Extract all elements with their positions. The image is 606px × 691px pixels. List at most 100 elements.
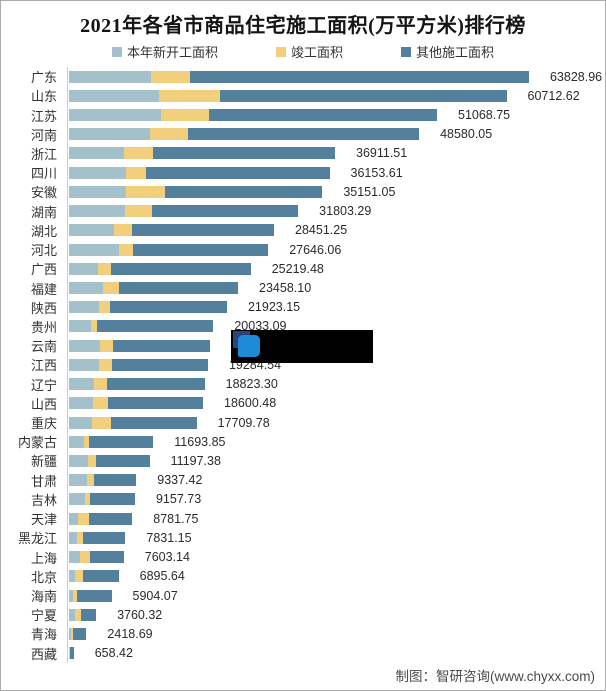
bar-segment-new-start[interactable]	[69, 570, 75, 583]
bar-segment-new-start[interactable]	[69, 531, 77, 544]
bar-segment-new-start[interactable]	[69, 166, 126, 179]
bar-segment-new-start[interactable]	[69, 416, 92, 429]
bar-segment-other[interactable]	[164, 185, 323, 198]
bar-segment-new-start[interactable]	[69, 185, 126, 198]
bar-segment-completed[interactable]	[87, 474, 94, 487]
bar-segment-other[interactable]	[73, 627, 87, 640]
bar-segment-completed[interactable]	[73, 589, 78, 602]
bar-segment-other[interactable]	[77, 589, 112, 602]
bar-segment-completed[interactable]	[99, 339, 113, 352]
bar-segment-other[interactable]	[132, 224, 275, 237]
bar-segment-other[interactable]	[107, 397, 204, 410]
bar-segment-completed[interactable]	[91, 416, 111, 429]
bar-segment-completed[interactable]	[151, 70, 191, 83]
bar-segment-other[interactable]	[80, 608, 97, 621]
bar-segment-other[interactable]	[112, 339, 211, 352]
bar-segment-completed[interactable]	[83, 435, 89, 448]
bar-segment-other[interactable]	[96, 320, 214, 333]
chart-row: 湖北 28451.25	[1, 221, 605, 240]
bar-segment-new-start[interactable]	[69, 358, 99, 371]
bar-segment-completed[interactable]	[78, 512, 90, 525]
bar-segment-completed[interactable]	[98, 301, 110, 314]
bar-segment-completed[interactable]	[123, 147, 154, 160]
bar-segment-completed[interactable]	[88, 454, 96, 467]
bar-segment-new-start[interactable]	[69, 128, 150, 141]
bar-segment-new-start[interactable]	[69, 551, 81, 564]
bar-segment-completed[interactable]	[84, 493, 90, 506]
bar-segment-new-start[interactable]	[69, 301, 99, 314]
bar-segment-new-start[interactable]	[69, 474, 88, 487]
bar-segment-completed[interactable]	[98, 358, 112, 371]
bar-segment-completed[interactable]	[126, 185, 165, 198]
bar-segment-new-start[interactable]	[69, 109, 162, 122]
bar-segment-other[interactable]	[153, 147, 335, 160]
bar-segment-other[interactable]	[132, 243, 269, 256]
bar-segment-completed[interactable]	[150, 128, 188, 141]
bar-segment-other[interactable]	[119, 282, 239, 295]
bar-segment-completed[interactable]	[161, 109, 209, 122]
bar-segment-other[interactable]	[90, 551, 124, 564]
bar-segment-completed[interactable]	[71, 627, 74, 640]
bar-segment-completed[interactable]	[92, 397, 108, 410]
bar-segment-other[interactable]	[69, 647, 74, 660]
bar-segment-new-start[interactable]	[69, 224, 115, 237]
bar-segment-new-start[interactable]	[69, 512, 78, 525]
bar-segment-new-start[interactable]	[69, 339, 100, 352]
bar-segment-completed[interactable]	[90, 320, 97, 333]
bar-segment-new-start[interactable]	[69, 262, 99, 275]
bar-segment-new-start[interactable]	[69, 397, 93, 410]
bar-segment-other[interactable]	[111, 262, 251, 275]
bar-segment-other[interactable]	[94, 474, 137, 487]
legend-item-other[interactable]: 其他施工面积	[401, 42, 494, 61]
bar-segment-completed[interactable]	[114, 224, 133, 237]
bar-segment-new-start[interactable]	[69, 493, 85, 506]
bar-segment-other[interactable]	[152, 205, 299, 218]
bar-segment-completed[interactable]	[74, 608, 81, 621]
bar-segment-new-start[interactable]	[69, 147, 124, 160]
bar-segment-new-start[interactable]	[69, 608, 75, 621]
bar-segment-other[interactable]	[96, 454, 150, 467]
bar-segment-new-start[interactable]	[69, 454, 89, 467]
bar-segment-new-start[interactable]	[69, 243, 119, 256]
category-label: 湖北	[30, 223, 57, 239]
bar-segment-new-start[interactable]	[69, 435, 84, 448]
bar-segment-completed[interactable]	[159, 89, 221, 102]
bar-track	[69, 301, 227, 314]
bar-segment-other[interactable]	[111, 416, 197, 429]
bar-segment-completed[interactable]	[94, 378, 107, 391]
bar-segment-other[interactable]	[111, 358, 208, 371]
bar-segment-other[interactable]	[89, 512, 133, 525]
legend-item-completed[interactable]: 竣工面积	[275, 42, 343, 61]
bar-segment-new-start[interactable]	[69, 320, 91, 333]
bar-segment-completed[interactable]	[76, 531, 83, 544]
bar-segment-other[interactable]	[88, 435, 154, 448]
bar-segment-completed[interactable]	[103, 282, 119, 295]
bar-segment-other[interactable]	[190, 70, 529, 83]
category-label: 四川	[30, 166, 57, 182]
bar-segment-other[interactable]	[209, 109, 437, 122]
bar-segment-other[interactable]	[82, 570, 119, 583]
bar-segment-new-start[interactable]	[69, 282, 104, 295]
chart-row: 云南	[1, 336, 605, 355]
bar-segment-other[interactable]	[146, 166, 330, 179]
bar-segment-other[interactable]	[187, 128, 420, 141]
bar-segment-other[interactable]	[109, 301, 227, 314]
bar-segment-new-start[interactable]	[69, 89, 159, 102]
bar-segment-other[interactable]	[89, 493, 135, 506]
bar-segment-new-start[interactable]	[69, 627, 72, 640]
legend-label-completed: 竣工面积	[290, 45, 343, 60]
bar-segment-new-start[interactable]	[69, 70, 151, 83]
bar-segment-new-start[interactable]	[69, 205, 125, 218]
bar-segment-completed[interactable]	[98, 262, 111, 275]
bar-segment-new-start[interactable]	[69, 378, 94, 391]
bar-segment-completed[interactable]	[124, 205, 152, 218]
bar-segment-completed[interactable]	[126, 166, 147, 179]
bar-segment-new-start[interactable]	[69, 589, 74, 602]
bar-segment-completed[interactable]	[119, 243, 133, 256]
bar-segment-other[interactable]	[82, 531, 126, 544]
bar-segment-completed[interactable]	[74, 570, 83, 583]
bar-segment-other[interactable]	[220, 89, 507, 102]
bar-segment-other[interactable]	[106, 378, 205, 391]
bar-segment-completed[interactable]	[80, 551, 91, 564]
legend-item-new-start[interactable]: 本年新开工面积	[111, 42, 218, 61]
